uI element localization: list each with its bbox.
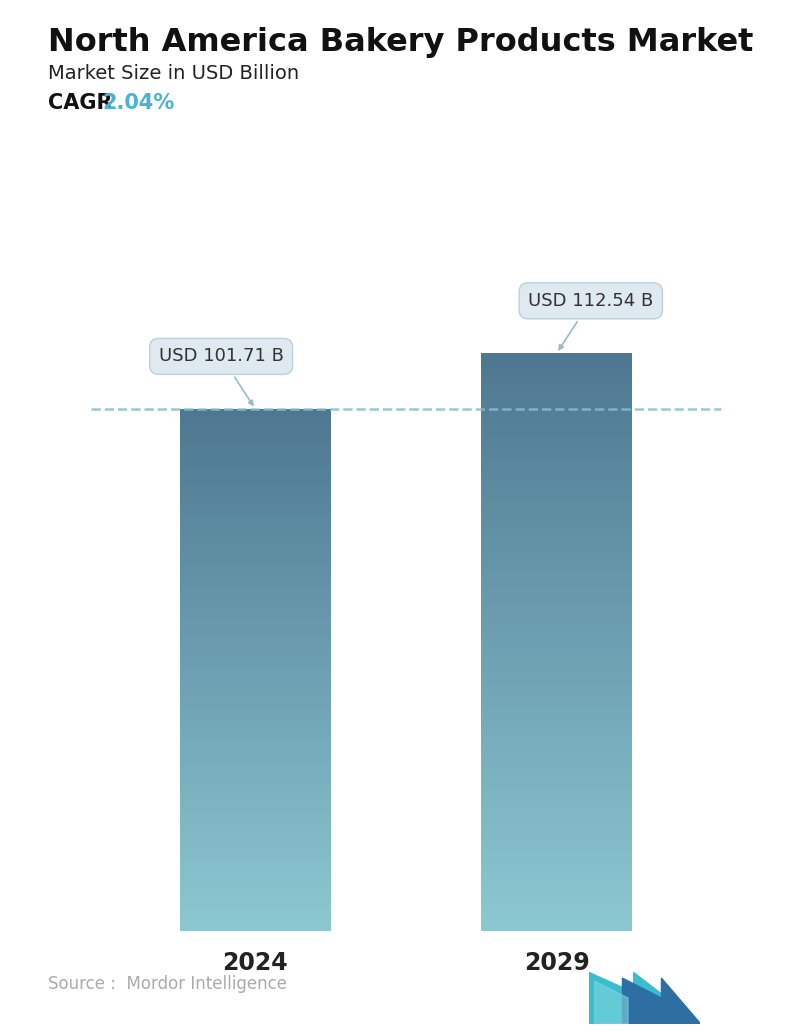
Polygon shape — [595, 981, 628, 1024]
Text: USD 112.54 B: USD 112.54 B — [529, 292, 654, 349]
Polygon shape — [622, 978, 700, 1024]
Text: North America Bakery Products Market: North America Bakery Products Market — [48, 27, 753, 58]
Text: Source :  Mordor Intelligence: Source : Mordor Intelligence — [48, 975, 287, 993]
Text: CAGR: CAGR — [48, 93, 119, 113]
Text: 2.04%: 2.04% — [102, 93, 174, 113]
Polygon shape — [589, 972, 667, 1024]
Text: USD 101.71 B: USD 101.71 B — [158, 347, 283, 405]
Text: Market Size in USD Billion: Market Size in USD Billion — [48, 64, 298, 83]
